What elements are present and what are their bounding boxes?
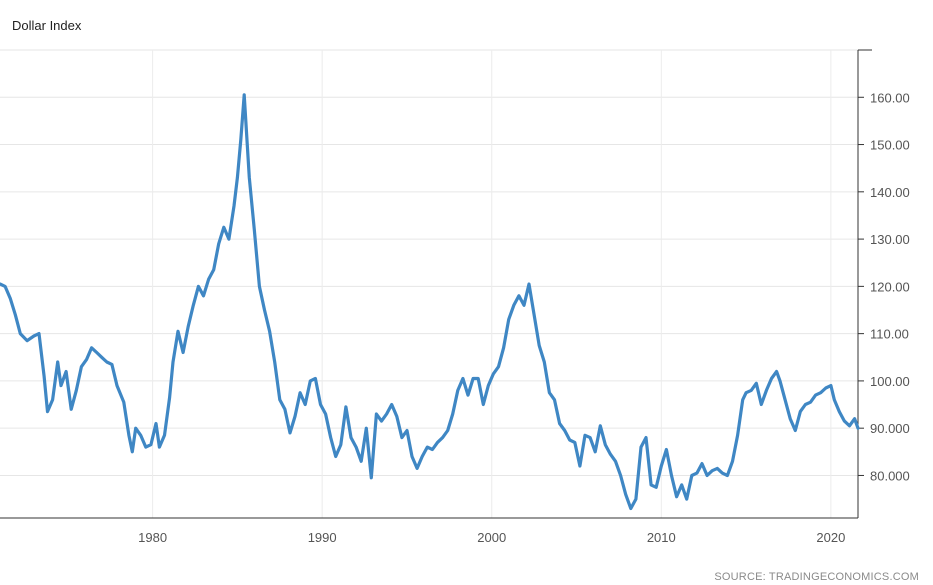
series-line bbox=[0, 93, 860, 511]
y-tick-label: 120.00 bbox=[870, 279, 910, 294]
x-tick-label: 1990 bbox=[308, 530, 337, 545]
x-tick-label: 1980 bbox=[138, 530, 167, 545]
y-tick-label: 110.00 bbox=[870, 327, 909, 342]
y-tick-label: 80.000 bbox=[870, 468, 910, 483]
x-tick-label: 2020 bbox=[816, 530, 845, 545]
x-tick-label: 2000 bbox=[477, 530, 506, 545]
chart-title: Dollar Index bbox=[12, 18, 82, 33]
axes: 80.000 90.000 100.00 110.00 120.00 130.00 140.… bbox=[0, 49, 910, 545]
y-tick-label: 100.00 bbox=[870, 374, 910, 389]
y-tick-label: 140.00 bbox=[870, 185, 910, 200]
y-tick-label: 90.000 bbox=[870, 421, 910, 436]
source-label: SOURCE: TRADINGECONOMICS.COM bbox=[714, 571, 919, 583]
y-tick-label: 150.00 bbox=[870, 138, 910, 153]
y-tick-label: 160.00 bbox=[870, 90, 910, 105]
x-tick-label: 2010 bbox=[647, 530, 676, 545]
y-tick-label: 130.00 bbox=[870, 232, 910, 247]
